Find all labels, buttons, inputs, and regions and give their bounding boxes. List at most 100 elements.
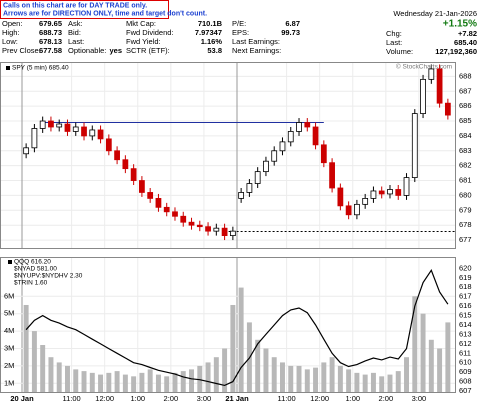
y-tick-label: 680: [459, 190, 472, 199]
lower-panel: [0, 257, 456, 393]
volume-bar: [122, 374, 128, 392]
candle-body: [213, 227, 220, 232]
volume-bar: [189, 369, 194, 392]
volume-bar: [98, 374, 104, 392]
quote-value: 99.73: [281, 28, 300, 37]
y2-tick-label: 618: [459, 282, 472, 291]
volume-bar: [370, 372, 376, 392]
candle-body: [188, 221, 195, 226]
candle-body: [263, 160, 269, 173]
candle-body: [31, 128, 38, 149]
legend-swatch: [6, 66, 10, 70]
quote-value: 710.1B: [198, 19, 223, 28]
volume-bar: [395, 371, 401, 392]
y-tick-label: 688: [459, 71, 472, 80]
volume-bar: [205, 362, 211, 392]
candle-body: [337, 187, 344, 207]
volume-bar: [180, 371, 186, 392]
candle-body: [122, 159, 129, 170]
candle-body: [329, 162, 335, 189]
candle-body: [395, 189, 402, 196]
qqq-line: [25, 269, 449, 387]
change-pct: +1.15%: [443, 19, 477, 30]
quote-label: Chg:: [386, 29, 402, 38]
candle-body: [196, 224, 203, 228]
legend-text: SPY (5 min) 685.40: [12, 65, 69, 72]
volume-bar: [31, 331, 37, 392]
volume-bar: [379, 376, 385, 392]
candle-body: [444, 102, 451, 116]
candle-body: [97, 129, 104, 140]
quote-label: Prev Close:: [2, 46, 41, 55]
volume-bar: [114, 371, 120, 392]
candle-body: [114, 150, 120, 161]
volume-bar: [362, 374, 368, 392]
volume-bar: [230, 304, 236, 392]
candle-body: [370, 190, 377, 199]
x-tick-label: 12:00: [95, 394, 114, 403]
quote-label: Last:: [68, 37, 84, 46]
candle-body: [296, 122, 302, 132]
y2-tick-label: 616: [459, 301, 472, 310]
candle-body: [254, 171, 261, 184]
quote-date: Wednesday 21-Jan-2026: [393, 9, 477, 18]
note-box: [0, 0, 169, 19]
quote-label: Last Earnings:: [232, 37, 280, 46]
volume-bar: [238, 287, 244, 392]
candle-body: [81, 126, 87, 137]
volume-bar: [321, 362, 327, 392]
volume-bar: [280, 362, 285, 392]
y-tick-label: 687: [459, 86, 472, 95]
x-tick-label: 11:00: [278, 394, 296, 403]
volume-bar: [147, 369, 153, 392]
volume-bar: [65, 365, 70, 392]
candle-body: [89, 129, 96, 137]
y-tick-label: 678: [459, 220, 472, 229]
volume-bar: [288, 365, 294, 392]
x-tick-label: 3:00: [412, 394, 427, 403]
volume-bar: [304, 369, 310, 392]
candle-body: [246, 183, 253, 193]
volume-bar: [222, 348, 228, 392]
note-line: Calls on this chart are for DAY TRADE on…: [3, 2, 147, 9]
volume-bar: [313, 367, 319, 392]
volume-bar: [106, 372, 112, 392]
candle-body: [279, 141, 286, 152]
price-panel: [0, 62, 456, 249]
candle-body: [320, 144, 327, 164]
quote-value: 679.65: [39, 19, 62, 28]
quote-label: Fwd Dividend:: [126, 28, 174, 37]
volume-bar: [420, 313, 426, 392]
quote-label: Open:: [2, 19, 22, 28]
x-tick-label: 12:00: [310, 394, 329, 403]
y2-tick-label: 611: [459, 348, 471, 357]
y2-tick-label: 614: [459, 320, 472, 329]
candle-body: [436, 68, 443, 104]
candle-body: [229, 230, 236, 237]
volume-bar: [197, 365, 203, 392]
quote-value: 127,192,360: [435, 47, 477, 56]
candle-body: [155, 198, 162, 208]
candle-body: [56, 123, 63, 128]
y-tick-label: 677: [459, 235, 472, 244]
x-tick-label: 2:00: [164, 394, 179, 403]
y2-tick-label: 615: [459, 311, 472, 320]
y2-tick-label: 609: [459, 367, 472, 376]
candle-body: [362, 198, 369, 205]
candle-body: [147, 192, 154, 199]
candle-body: [304, 122, 311, 128]
quote-value: 677.58: [39, 46, 62, 55]
x-tick-label: 2:00: [379, 394, 394, 403]
y2-tick-label: 619: [459, 273, 472, 282]
volume-bar: [263, 348, 269, 392]
candle-body: [271, 150, 278, 162]
volume-bar: [437, 348, 443, 392]
candle-body: [130, 168, 137, 181]
volume-bar: [445, 322, 451, 392]
candle-body: [172, 211, 178, 217]
quote-label: Next Earnings:: [232, 46, 281, 55]
candle-body: [411, 113, 418, 178]
y-tick-label: 684: [459, 131, 472, 140]
quote-label: Low:: [2, 37, 18, 46]
y2-tick-label: 608: [459, 377, 472, 386]
